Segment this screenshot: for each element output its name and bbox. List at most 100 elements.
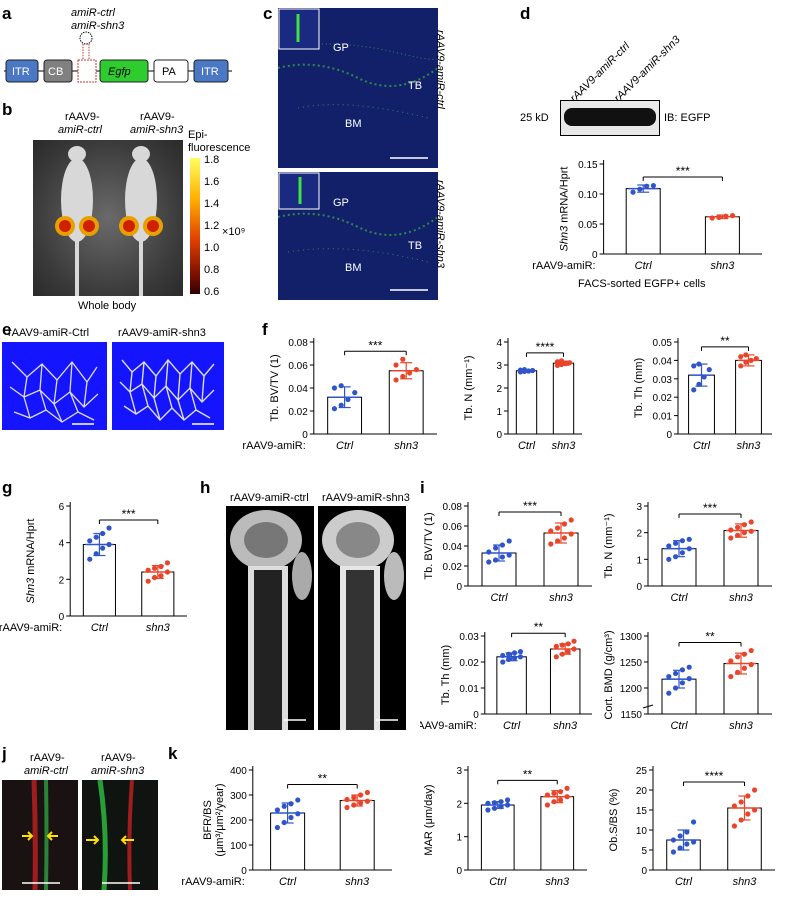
j-right-label-1: rAAV9- [101, 752, 136, 764]
i-bmd-ytick-label-3: 1300 [620, 632, 643, 643]
i-bmd-point-1-2 [741, 665, 747, 671]
d-ib-label: IB: EGFP [664, 112, 711, 124]
d-shn3-point-0-0 [630, 189, 636, 195]
chart-k-bfr: BFR/BS (μm³/μm²/year) 0 100 200 300 400 Ctrl shn… [181, 766, 392, 888]
scale-title-1: Epi- [188, 129, 208, 141]
i-bmd-xlabel-1: shn3 [729, 720, 754, 732]
f-bvtv-point-0-3 [352, 390, 358, 396]
k-bfr-point-0-4 [274, 807, 280, 813]
panel-a-label: a [2, 4, 12, 23]
k-mar-sig-label: ** [523, 767, 533, 781]
k-bfr-ylabel2: (μm³/μm²/year) [214, 783, 226, 856]
k-bfr-point-0-0 [274, 824, 280, 831]
i-bvtv-point-0-1 [493, 557, 499, 563]
f-tbn-sig-label: **** [536, 340, 555, 354]
box-itr-left: ITR [12, 66, 30, 78]
chart-f-tbn: Tb. N (mm⁻¹) 0 1 2 3 4 Ctrl shn3 **** [463, 338, 582, 452]
k-mar-point-1-6 [557, 789, 564, 795]
i-tbn-point-0-7 [686, 536, 692, 542]
k-bfr-ytick-label-2: 200 [230, 816, 247, 827]
k-bfr-point-0-5 [281, 803, 287, 809]
d-kd-label: 25 kD [520, 112, 549, 124]
i-tbth-xlabel-1: shn3 [553, 720, 578, 732]
panel-f-label: f [262, 320, 268, 339]
i-bmd-point-1-3 [748, 662, 754, 668]
i-bvtv-point-1-6 [561, 521, 567, 527]
i-bvtv-point-0-7 [506, 538, 512, 544]
f-tbn-ytick-label-1: 1 [496, 407, 502, 418]
scale-unit: ×10⁹ [222, 226, 246, 238]
chart-d: Shn3 mRNA/Hprt 0 0.05 0.10 0.15 Ctrl shn3 rAAV9… [532, 160, 762, 272]
f-bvtv-ytick-label-3: 0.06 [288, 361, 308, 372]
i-tbn-ytick-label-1: 1 [636, 555, 642, 566]
k-mar-point-1-2 [557, 797, 564, 803]
h-right-image [318, 506, 406, 730]
j-left-image [2, 779, 78, 891]
g-shn3-ylabel: Shn3 mRNA/Hprt [25, 519, 37, 604]
i-tbth-point-1-7 [571, 638, 577, 644]
c-top-side-label: rAAV9-amiR-ctrl [434, 30, 446, 109]
k-obs-ytick-label-4: 20 [636, 786, 648, 797]
i-tbth-point-1-0 [553, 654, 559, 660]
k-obs-point-0-1 [677, 845, 683, 851]
panel-c-label: c [263, 4, 273, 23]
k-bfr-point-0-6 [288, 801, 294, 807]
i-tbn-point-1-5 [735, 524, 741, 530]
k-obs-xlabel-0: Ctrl [675, 876, 693, 888]
e-left-label: rAAV9-amiR-Ctrl [8, 327, 90, 339]
i-tbn-sig-label: *** [703, 501, 717, 515]
i-bmd-ytick-label-1: 1200 [620, 684, 643, 695]
k-obs-point-0-0 [670, 849, 677, 855]
k-mar-point-0-7 [504, 797, 511, 803]
f-tbn-ylabel: Tb. N (mm⁻¹) [463, 355, 475, 420]
k-mar-xlabel-0: Ctrl [489, 876, 507, 888]
panel-b-label: b [2, 100, 13, 119]
b-right-label-1: rAAV9- [140, 111, 175, 123]
k-bfr-bar-1 [339, 800, 375, 871]
i-bmd-sig-label: ** [705, 630, 715, 644]
f-tbth-point-1-0 [738, 363, 744, 369]
k-obs-point-1-7 [751, 787, 758, 793]
i-bvtv-ytick-label-0: 0 [456, 582, 462, 593]
k-mar-point-0-0 [485, 807, 491, 813]
f-tbn-bar-1 [552, 362, 575, 435]
i-tbn-point-1-2 [741, 530, 747, 536]
g-shn3-ytick-label-1: 2 [59, 575, 65, 586]
i-bvtv-xlabel-0: Ctrl [490, 592, 508, 604]
g-shn3-ytick-label-2: 4 [59, 539, 65, 550]
f-tbn-bar-0 [515, 370, 538, 435]
i-tbn-xlabel-0: Ctrl [670, 592, 688, 604]
g-shn3-point-0-5 [93, 534, 99, 540]
scale-tick-3: 1.2 [204, 220, 220, 232]
f-bvtv-xprefix: rAAV9-amiR: [242, 440, 305, 452]
g-shn3-point-0-7 [106, 525, 112, 531]
b-left-label-2: amiR-ctrl [58, 124, 102, 136]
g-shn3-xlabel-1: shn3 [146, 622, 171, 634]
i-tbth-ytick-label-0: 0 [473, 710, 479, 721]
k-obs-point-0-2 [684, 841, 690, 847]
i-bmd-point-1-4 [728, 658, 734, 664]
scale-tick-2: 1.4 [204, 198, 220, 210]
d-shn3-xprefix: rAAV9-amiR: [532, 260, 595, 272]
i-tbn-ytick-label-0: 0 [636, 582, 642, 593]
k-obs-ytick-label-1: 5 [641, 846, 647, 857]
j-right-image [82, 779, 158, 891]
box-pa: PA [162, 66, 176, 78]
box-itr-right: ITR [201, 66, 219, 78]
i-tbth-xlabel-0: Ctrl [503, 720, 521, 732]
i-tbth-sig-label: ** [534, 620, 544, 634]
k-bfr-point-1-7 [364, 789, 370, 796]
k-obs-point-1-0 [731, 823, 738, 829]
k-mar-point-1-5 [551, 790, 557, 796]
h-right-label: rAAV9-amiR-shn3 [322, 492, 410, 504]
i-bvtv-point-1-0 [548, 541, 554, 547]
c-bottom-image [277, 172, 439, 300]
chart-g: Shn3 mRNA/Hprt 0 2 4 6 Ctrl shn3 rAAV9-amiR: *** [0, 502, 187, 634]
panel-h-label: h [200, 478, 211, 497]
i-bmd-point-1-0 [728, 673, 734, 680]
e-right-label: rAAV9-amiR-shn3 [118, 327, 206, 339]
c-bot-gp: GP [333, 197, 349, 209]
construct-label-ctrl: amiR-ctrl [71, 7, 115, 19]
mice-silhouettes [55, 146, 163, 296]
i-bvtv-ytick-label-1: 0.02 [443, 562, 463, 573]
